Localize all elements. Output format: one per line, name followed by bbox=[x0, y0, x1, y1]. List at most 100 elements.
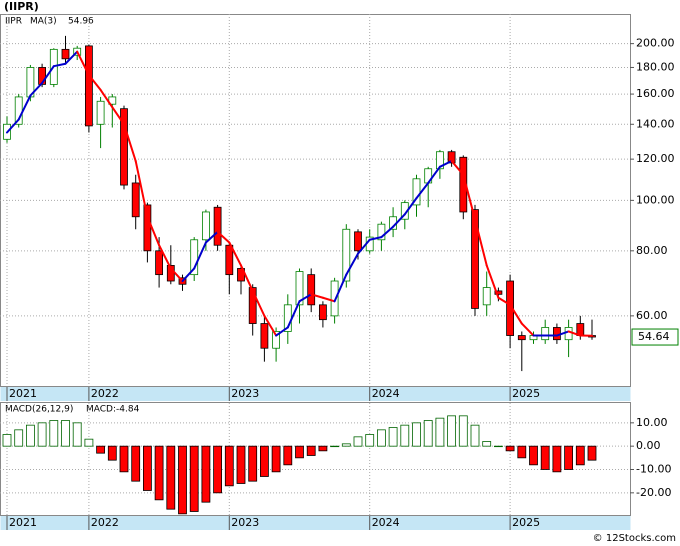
candle-body bbox=[295, 271, 304, 306]
last-price-box bbox=[631, 328, 679, 346]
x-tick-label: 2024 bbox=[372, 387, 400, 400]
x-tick-label: 2023 bbox=[231, 516, 259, 529]
ma-line bbox=[193, 241, 207, 270]
ma-line bbox=[567, 330, 582, 337]
macd-bar bbox=[49, 420, 59, 447]
macd-bar bbox=[201, 445, 211, 503]
ma-line bbox=[134, 160, 149, 218]
macd-bar bbox=[330, 445, 340, 448]
y-tick-label: 160.00 bbox=[636, 87, 675, 100]
macd-bar bbox=[189, 445, 199, 512]
ma-line bbox=[216, 230, 231, 244]
candle-body bbox=[120, 108, 128, 186]
x-tick-label: 2023 bbox=[231, 387, 259, 400]
ma-line bbox=[181, 267, 196, 283]
last-price-label: 54.64 bbox=[638, 330, 670, 343]
macd-bar bbox=[2, 434, 12, 447]
ma-line bbox=[228, 241, 242, 267]
macd-bar bbox=[575, 445, 585, 466]
ma-line bbox=[298, 293, 313, 303]
ma-line bbox=[415, 181, 430, 200]
candle-body bbox=[201, 211, 210, 241]
candle-body bbox=[307, 274, 316, 306]
candle-body bbox=[61, 48, 70, 60]
macd-bar bbox=[505, 445, 515, 452]
macd-bar bbox=[259, 445, 269, 477]
year-strip bbox=[0, 516, 631, 530]
macd-bar bbox=[447, 415, 457, 447]
ma-line bbox=[111, 106, 125, 126]
macd-bar bbox=[14, 429, 24, 447]
ma-line bbox=[275, 326, 289, 337]
x-tick-label: 2021 bbox=[9, 387, 37, 400]
macd-bar bbox=[529, 445, 538, 466]
candle-body bbox=[435, 151, 444, 170]
y-tick-label: 180.00 bbox=[636, 60, 675, 73]
ma-line bbox=[520, 322, 535, 337]
candle-body bbox=[482, 287, 491, 306]
ma-line bbox=[380, 225, 395, 239]
macd-bar bbox=[295, 445, 304, 459]
candle-body bbox=[564, 327, 573, 341]
y-tick-label: 100.00 bbox=[636, 193, 675, 206]
ma-line bbox=[474, 218, 488, 267]
ma-line bbox=[497, 296, 512, 306]
x-tick-label: 2024 bbox=[372, 516, 400, 529]
x-tick-label: 2025 bbox=[512, 387, 540, 400]
legend-ticker: IIPR bbox=[5, 17, 22, 27]
macd-bar bbox=[482, 441, 492, 447]
macd-bar bbox=[365, 434, 375, 447]
ma-line bbox=[485, 264, 500, 299]
ma-line bbox=[509, 303, 523, 325]
macd-bar bbox=[236, 445, 246, 484]
candle-body bbox=[471, 209, 479, 309]
macd-bar bbox=[72, 422, 82, 447]
ma-line bbox=[6, 118, 20, 134]
y-tick-label: 0.00 bbox=[636, 439, 661, 452]
macd-bar bbox=[341, 443, 351, 447]
macd-frame bbox=[0, 402, 631, 516]
macd-bar bbox=[25, 424, 35, 447]
macd-bar bbox=[587, 445, 597, 461]
macd-bar bbox=[107, 445, 117, 461]
y-tick-label: 10.00 bbox=[636, 416, 668, 429]
y-tick-label: -10.00 bbox=[636, 463, 671, 476]
macd-bar bbox=[412, 422, 421, 447]
ma-line bbox=[357, 238, 371, 255]
ma-line bbox=[251, 289, 266, 317]
macd-bar bbox=[119, 445, 129, 473]
candle-body bbox=[96, 100, 105, 125]
macd-bar bbox=[166, 445, 176, 510]
candle-body bbox=[155, 250, 164, 276]
macd-bar bbox=[400, 424, 410, 447]
ma-line bbox=[169, 267, 184, 283]
chart-title: (IIPR) bbox=[4, 0, 39, 13]
macd-title: MACD(26,12,9) bbox=[5, 405, 73, 415]
candle-body bbox=[553, 327, 561, 341]
ma-line bbox=[333, 273, 348, 303]
footer: © 12Stocks.com bbox=[593, 533, 676, 544]
y-tick-label: 140.00 bbox=[636, 117, 675, 130]
y-tick-label: 80.00 bbox=[636, 244, 668, 257]
candle-body bbox=[318, 304, 327, 321]
legend-ma-value: 54.96 bbox=[68, 17, 94, 27]
macd-bar bbox=[552, 445, 562, 473]
ma-line bbox=[310, 293, 324, 299]
candle-body bbox=[248, 287, 257, 324]
ma-line bbox=[158, 244, 172, 270]
ma-line bbox=[146, 215, 161, 247]
ma-line bbox=[64, 50, 79, 65]
candle-body bbox=[494, 290, 503, 295]
candle-body bbox=[517, 335, 526, 341]
ma-line bbox=[240, 264, 254, 292]
macd-bar bbox=[517, 445, 527, 459]
ma-line bbox=[286, 300, 301, 329]
macd-bar bbox=[61, 420, 70, 447]
macd-bar bbox=[564, 445, 573, 470]
ma-line bbox=[450, 160, 465, 176]
ma-line bbox=[29, 82, 44, 97]
macd-bar bbox=[493, 445, 503, 448]
macd-bar bbox=[283, 445, 293, 466]
candle-body bbox=[143, 204, 152, 252]
candle-body bbox=[506, 280, 515, 336]
